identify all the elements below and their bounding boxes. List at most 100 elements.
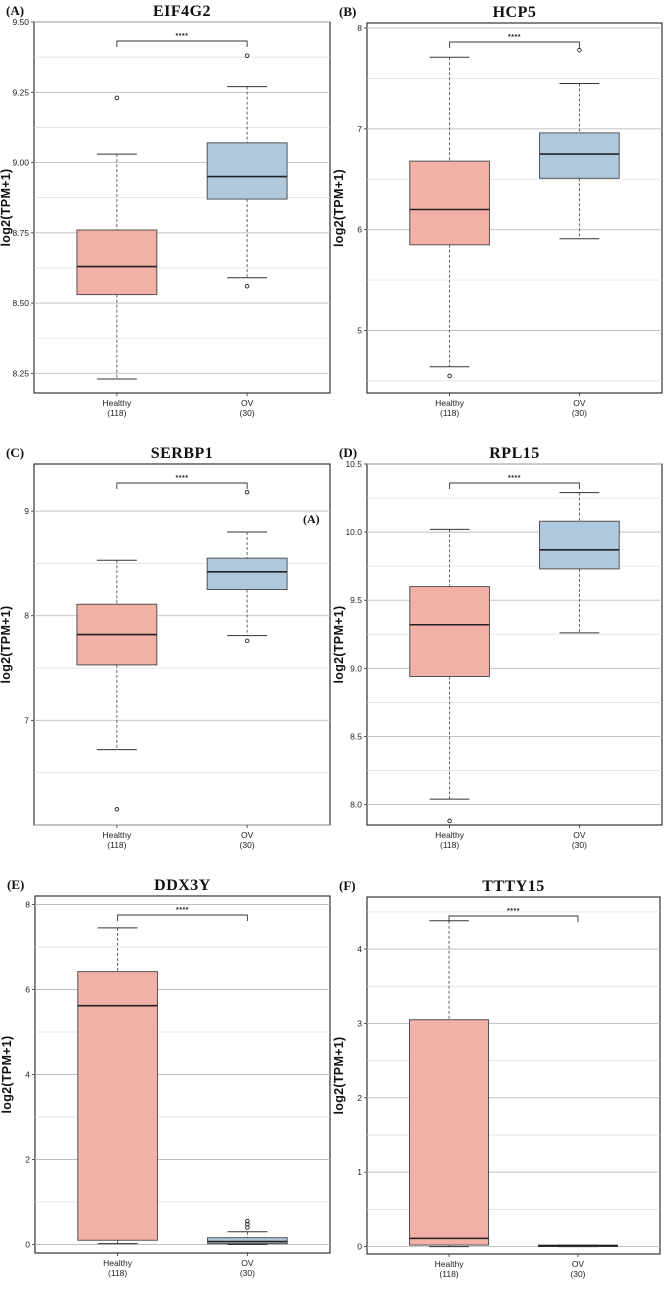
significance-bracket [117,914,248,921]
y-tick-label: 2 [25,1155,30,1165]
y-tick-label: 7 [24,715,29,725]
significance-label: **** [507,908,520,915]
y-tick-label: 8.5 [350,731,362,741]
x-tick-label: OV [241,830,254,840]
x-tick-label: Healthy [102,830,132,840]
stray-panel-label: (A) [303,512,320,526]
chart-panel-2: (C) SERBP1 7 8 9 log2(TPM+1) **** Healthy(118) O… [0,445,331,850]
chart-title: EIF4G2 [153,3,211,20]
y-tick-label: 8.75 [12,228,29,238]
panel-label: (C) [6,445,24,460]
x-tick-count: (30) [240,1268,255,1278]
outlier-point [577,47,582,53]
significance-label: **** [508,34,521,41]
outlier-point [244,638,250,644]
panel-label: (E) [7,877,24,892]
y-tick-label: 1 [357,1167,362,1177]
panel-label: (B) [339,4,356,19]
iqr-box [206,557,288,591]
outlier-point [447,818,452,824]
y-tick-label: 9.0 [350,663,362,673]
y-tick-label: 9.00 [12,158,29,168]
iqr-box [207,1237,288,1245]
iqr-box [76,229,158,296]
panel-label: (A) [6,3,24,18]
box-ov [206,490,288,644]
box-healthy [409,528,490,824]
outlier-point [244,283,250,289]
outlier-point [447,373,452,379]
box-ov [539,492,620,634]
x-tick-label: OV [573,830,586,840]
x-tick-count: (30) [570,1269,585,1279]
x-tick-count: (118) [107,840,126,850]
y-tick-label: 9 [24,506,29,516]
outlier-point [245,1218,250,1224]
y-tick-label: 8 [25,900,30,910]
chart-panel-0: (A) EIF4G2 8.25 8.50 8.75 9.00 9.25 9.50 log2(TP… [0,3,331,418]
x-tick-count: (30) [240,840,255,850]
x-tick-label: Healthy [435,830,465,840]
box-ov [207,1218,288,1245]
box-healthy [409,56,490,379]
y-tick-label: 8 [24,611,29,621]
y-tick-label: 6 [25,985,30,995]
significance-label: **** [176,33,189,40]
significance-label: **** [508,475,521,482]
x-tick-label: Healthy [103,1258,133,1268]
outlier-point [245,1221,250,1227]
y-axis-label: log2(TPM+1) [0,1036,14,1114]
iqr-box [409,1019,490,1246]
significance-label: **** [176,907,189,914]
y-tick-label: 4 [25,1070,30,1080]
outlier-point [244,53,250,58]
significance-bracket [449,482,580,489]
chart-title: DDX3Y [154,877,211,894]
x-tick-label: OV [241,1258,254,1268]
iqr-box [206,142,288,200]
plot-frame [33,21,331,394]
chart-title: RPL15 [489,445,540,462]
iqr-box [77,971,158,1241]
y-tick-label: 2 [357,1093,362,1103]
box-ov [206,53,288,289]
x-tick-count: (118) [108,1268,127,1278]
significance-bracket [116,482,248,489]
chart-panel-4: (E) DDX3Y 0 2 4 6 8 log2(TPM+1) **** Healthy(118)… [0,877,331,1278]
y-axis-label: log2(TPM+1) [0,169,13,247]
x-tick-label: OV [241,398,254,408]
x-tick-label: Healthy [435,1259,465,1269]
significance-bracket [116,40,248,47]
chart-panel-1: (B) HCP5 5 6 7 8 log2(TPM+1) **** Healthy(118) OV… [332,4,663,418]
y-tick-label: 8 [357,23,362,33]
panel-label: (D) [339,445,357,460]
y-axis-label: log2(TPM+1) [332,606,346,684]
chart-title: TTTY15 [482,878,545,895]
outlier-point [244,490,250,495]
iqr-box [409,160,490,246]
y-tick-label: 10.0 [345,527,362,537]
x-tick-count: (118) [440,840,459,850]
box-ov [537,1244,618,1248]
y-tick-label: 10.5 [345,459,362,469]
box-healthy [76,559,158,812]
x-tick-count: (30) [572,408,587,418]
x-tick-label: Healthy [102,398,132,408]
iqr-box [539,520,620,570]
y-tick-label: 3 [357,1018,362,1028]
y-tick-label: 0 [25,1240,30,1250]
chart-panel-3: (D) RPL15 8.0 8.5 9.0 9.5 10.0 10.5 log2(TPM+1) *… [332,445,663,850]
y-tick-label: 9.5 [350,595,362,605]
box-ov [539,47,620,240]
outlier-point [114,95,120,101]
y-tick-label: 9.25 [12,87,29,97]
y-axis-label: log2(TPM+1) [0,606,13,684]
panel-label: (F) [339,878,356,893]
y-axis-label: log2(TPM+1) [332,1037,346,1115]
y-axis-label: log2(TPM+1) [332,169,346,247]
y-tick-label: 5 [357,325,362,335]
chart-title: HCP5 [493,4,537,21]
x-tick-label: Healthy [435,398,465,408]
y-tick-label: 8.0 [350,800,362,810]
